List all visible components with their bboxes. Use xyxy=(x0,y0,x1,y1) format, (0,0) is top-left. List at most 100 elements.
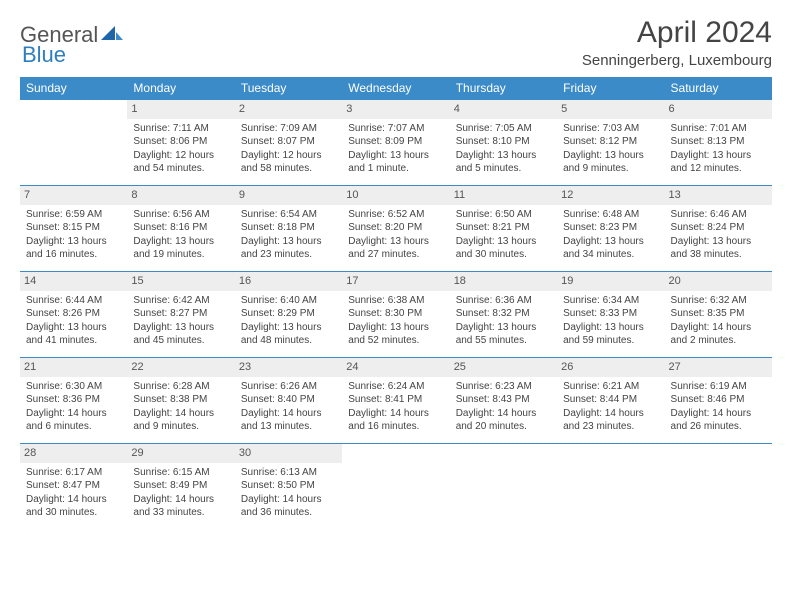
daylight-text: Daylight: 13 hours xyxy=(563,149,658,163)
day-number: 26 xyxy=(557,358,664,377)
sunrise-text: Sunrise: 6:44 AM xyxy=(26,294,121,308)
daylight-text: Daylight: 13 hours xyxy=(348,235,443,249)
sunset-text: Sunset: 8:35 PM xyxy=(671,307,766,321)
calendar-week-row: 1Sunrise: 7:11 AMSunset: 8:06 PMDaylight… xyxy=(20,100,772,186)
calendar-table: Sunday Monday Tuesday Wednesday Thursday… xyxy=(20,77,772,530)
daylight-text: and 52 minutes. xyxy=(348,334,443,348)
sunrise-text: Sunrise: 6:56 AM xyxy=(133,208,228,222)
sunset-text: Sunset: 8:49 PM xyxy=(133,479,228,493)
daylight-text: Daylight: 12 hours xyxy=(133,149,228,163)
calendar-cell: 25Sunrise: 6:23 AMSunset: 8:43 PMDayligh… xyxy=(450,358,557,444)
daylight-text: Daylight: 13 hours xyxy=(241,235,336,249)
title-block: April 2024 Senningerberg, Luxembourg xyxy=(582,16,772,69)
daylight-text: Daylight: 14 hours xyxy=(26,407,121,421)
sunset-text: Sunset: 8:13 PM xyxy=(671,135,766,149)
weekday-header: Saturday xyxy=(665,77,772,100)
daylight-text: Daylight: 14 hours xyxy=(133,493,228,507)
sunrise-text: Sunrise: 6:50 AM xyxy=(456,208,551,222)
sunrise-text: Sunrise: 6:26 AM xyxy=(241,380,336,394)
sunset-text: Sunset: 8:29 PM xyxy=(241,307,336,321)
calendar-cell: 17Sunrise: 6:38 AMSunset: 8:30 PMDayligh… xyxy=(342,272,449,358)
daylight-text: and 30 minutes. xyxy=(456,248,551,262)
logo-text-blue: Blue xyxy=(22,42,66,67)
daylight-text: and 23 minutes. xyxy=(563,420,658,434)
calendar-week-row: 21Sunrise: 6:30 AMSunset: 8:36 PMDayligh… xyxy=(20,358,772,444)
daylight-text: Daylight: 14 hours xyxy=(133,407,228,421)
sunrise-text: Sunrise: 6:30 AM xyxy=(26,380,121,394)
calendar-cell: 10Sunrise: 6:52 AMSunset: 8:20 PMDayligh… xyxy=(342,186,449,272)
calendar-cell xyxy=(665,444,772,530)
sunrise-text: Sunrise: 7:11 AM xyxy=(133,122,228,136)
day-number: 25 xyxy=(450,358,557,377)
day-number: 29 xyxy=(127,444,234,463)
sunrise-text: Sunrise: 6:34 AM xyxy=(563,294,658,308)
sunrise-text: Sunrise: 6:40 AM xyxy=(241,294,336,308)
sunrise-text: Sunrise: 7:01 AM xyxy=(671,122,766,136)
sunrise-text: Sunrise: 6:42 AM xyxy=(133,294,228,308)
daylight-text: and 20 minutes. xyxy=(456,420,551,434)
sunset-text: Sunset: 8:15 PM xyxy=(26,221,121,235)
sunset-text: Sunset: 8:18 PM xyxy=(241,221,336,235)
weekday-header: Sunday xyxy=(20,77,127,100)
calendar-cell: 5Sunrise: 7:03 AMSunset: 8:12 PMDaylight… xyxy=(557,100,664,186)
daylight-text: and 45 minutes. xyxy=(133,334,228,348)
sunset-text: Sunset: 8:47 PM xyxy=(26,479,121,493)
sunrise-text: Sunrise: 6:24 AM xyxy=(348,380,443,394)
daylight-text: and 30 minutes. xyxy=(26,506,121,520)
day-number: 4 xyxy=(450,100,557,119)
daylight-text: and 16 minutes. xyxy=(348,420,443,434)
calendar-cell xyxy=(450,444,557,530)
calendar-cell: 23Sunrise: 6:26 AMSunset: 8:40 PMDayligh… xyxy=(235,358,342,444)
daylight-text: and 16 minutes. xyxy=(26,248,121,262)
sunrise-text: Sunrise: 6:38 AM xyxy=(348,294,443,308)
daylight-text: Daylight: 12 hours xyxy=(241,149,336,163)
calendar-cell: 21Sunrise: 6:30 AMSunset: 8:36 PMDayligh… xyxy=(20,358,127,444)
daylight-text: and 54 minutes. xyxy=(133,162,228,176)
calendar-cell: 7Sunrise: 6:59 AMSunset: 8:15 PMDaylight… xyxy=(20,186,127,272)
sunrise-text: Sunrise: 7:05 AM xyxy=(456,122,551,136)
sunrise-text: Sunrise: 6:28 AM xyxy=(133,380,228,394)
daylight-text: Daylight: 14 hours xyxy=(241,493,336,507)
sunrise-text: Sunrise: 6:32 AM xyxy=(671,294,766,308)
sunrise-text: Sunrise: 6:13 AM xyxy=(241,466,336,480)
day-number: 19 xyxy=(557,272,664,291)
sunset-text: Sunset: 8:12 PM xyxy=(563,135,658,149)
daylight-text: Daylight: 13 hours xyxy=(133,321,228,335)
sunset-text: Sunset: 8:24 PM xyxy=(671,221,766,235)
daylight-text: Daylight: 13 hours xyxy=(671,149,766,163)
sunset-text: Sunset: 8:21 PM xyxy=(456,221,551,235)
calendar-cell xyxy=(20,100,127,186)
day-number: 12 xyxy=(557,186,664,205)
weekday-header: Wednesday xyxy=(342,77,449,100)
sunset-text: Sunset: 8:44 PM xyxy=(563,393,658,407)
daylight-text: Daylight: 14 hours xyxy=(671,407,766,421)
daylight-text: and 12 minutes. xyxy=(671,162,766,176)
daylight-text: Daylight: 14 hours xyxy=(563,407,658,421)
day-number: 13 xyxy=(665,186,772,205)
daylight-text: and 2 minutes. xyxy=(671,334,766,348)
day-number: 5 xyxy=(557,100,664,119)
daylight-text: Daylight: 14 hours xyxy=(26,493,121,507)
daylight-text: and 38 minutes. xyxy=(671,248,766,262)
sunset-text: Sunset: 8:20 PM xyxy=(348,221,443,235)
calendar-cell: 14Sunrise: 6:44 AMSunset: 8:26 PMDayligh… xyxy=(20,272,127,358)
calendar-cell: 11Sunrise: 6:50 AMSunset: 8:21 PMDayligh… xyxy=(450,186,557,272)
daylight-text: Daylight: 13 hours xyxy=(26,235,121,249)
day-number: 24 xyxy=(342,358,449,377)
weekday-header: Thursday xyxy=(450,77,557,100)
daylight-text: and 27 minutes. xyxy=(348,248,443,262)
daylight-text: and 6 minutes. xyxy=(26,420,121,434)
daylight-text: Daylight: 13 hours xyxy=(456,321,551,335)
daylight-text: Daylight: 13 hours xyxy=(671,235,766,249)
sunset-text: Sunset: 8:33 PM xyxy=(563,307,658,321)
sunrise-text: Sunrise: 6:46 AM xyxy=(671,208,766,222)
calendar-cell xyxy=(342,444,449,530)
sunrise-text: Sunrise: 6:48 AM xyxy=(563,208,658,222)
daylight-text: and 19 minutes. xyxy=(133,248,228,262)
daylight-text: and 1 minute. xyxy=(348,162,443,176)
weekday-header: Monday xyxy=(127,77,234,100)
day-number: 6 xyxy=(665,100,772,119)
calendar-cell: 18Sunrise: 6:36 AMSunset: 8:32 PMDayligh… xyxy=(450,272,557,358)
sunset-text: Sunset: 8:23 PM xyxy=(563,221,658,235)
day-number: 23 xyxy=(235,358,342,377)
